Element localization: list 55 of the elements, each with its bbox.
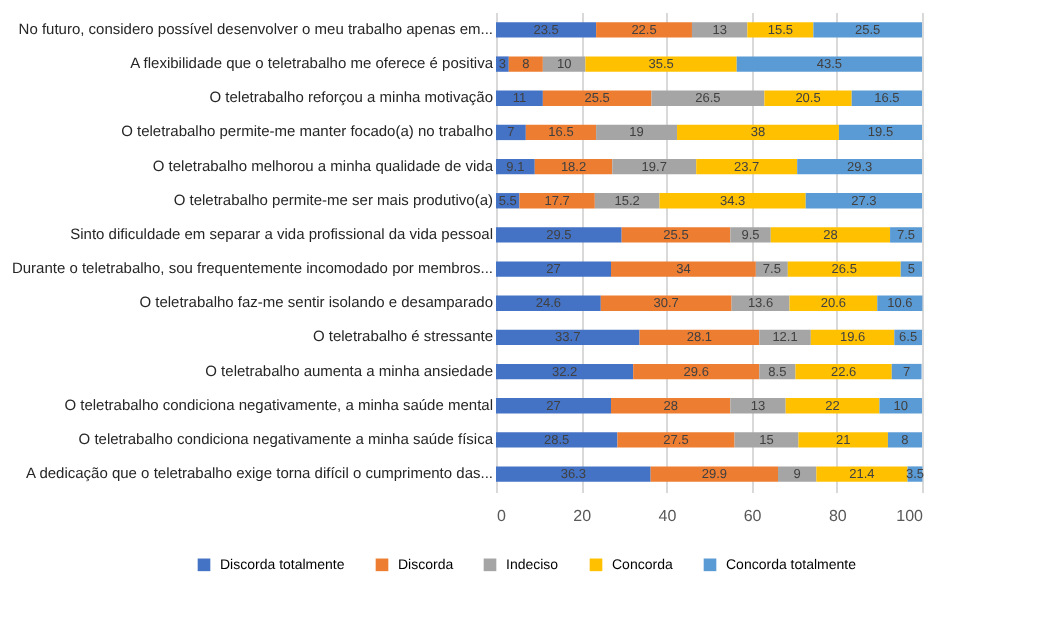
bar [611,398,731,414]
bar [787,261,901,277]
bar [496,295,601,311]
bar [785,398,880,414]
bar [798,432,888,448]
bar [496,261,612,277]
bar [496,432,618,448]
bar [650,466,779,482]
x-tick-label: 60 [743,507,763,525]
bar [585,56,737,72]
bar [816,466,908,482]
bar [730,227,771,243]
bar [734,432,799,448]
bar [813,22,922,38]
bar [747,22,814,38]
bar [900,261,922,277]
bar [617,432,735,448]
bar [891,363,922,380]
x-tick-label: 40 [658,507,678,525]
bar [795,363,892,380]
bar [496,363,634,380]
bar [805,193,922,209]
bar [496,227,622,243]
bar [778,466,817,482]
bar [691,22,748,38]
bar [797,158,922,175]
bar [633,363,760,380]
bar [736,56,922,72]
bar [508,56,543,72]
bar [639,329,760,346]
bar [696,158,798,175]
bar [496,398,612,414]
x-tick-label: 0 [497,507,507,525]
x-tick-label: 100 [896,507,925,525]
bar [600,295,732,311]
bar [496,22,597,38]
bar [611,261,756,277]
bar [596,22,692,38]
bar [519,193,595,209]
bar [730,398,786,414]
x-tick-label: 20 [573,507,593,525]
bar [596,124,678,141]
bar [651,90,765,106]
bar [887,432,922,448]
bar [659,193,806,209]
bar [496,124,526,141]
bar [755,261,788,277]
bar [496,90,543,106]
x-tick-label: 80 [828,507,848,525]
bar [677,124,839,141]
bar [770,227,891,243]
bar [496,466,651,482]
bar [621,227,731,243]
bar [496,329,640,346]
bar [542,56,586,72]
